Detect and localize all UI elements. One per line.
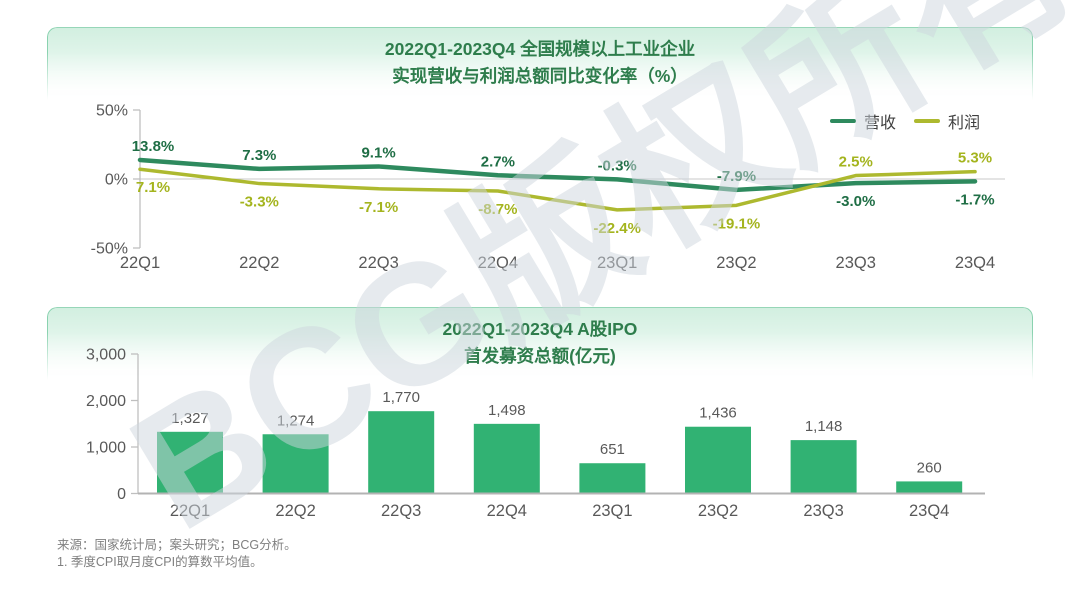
revenue-line bbox=[137, 157, 978, 193]
revenue-value-label: 7.3% bbox=[242, 147, 276, 164]
profit-value-label: -3.3% bbox=[240, 194, 279, 211]
bar-value-label: 1,274 bbox=[277, 412, 315, 429]
profit-legend-label: 利润 bbox=[948, 115, 981, 132]
ipo-bar bbox=[368, 411, 435, 494]
x-axis-label: 22Q1 bbox=[170, 502, 210, 520]
x-axis-label: 23Q1 bbox=[592, 502, 632, 520]
bar-value-label: 1,148 bbox=[805, 418, 843, 435]
x-axis-label: 23Q4 bbox=[955, 254, 995, 272]
ipo-bar bbox=[157, 431, 223, 494]
line-chart-title-line1: 2022Q1-2023Q4 全国规模以上工业企业 bbox=[384, 39, 696, 59]
y-axis-label: -50% bbox=[91, 241, 128, 258]
bar-value-label: 651 bbox=[600, 441, 625, 458]
revenue-value-label: -7.9% bbox=[717, 168, 756, 185]
line-panel-header-gradient bbox=[47, 27, 1033, 100]
revenue-legend-label: 营收 bbox=[864, 115, 897, 132]
bar-chart-title-line1: 2022Q1-2023Q4 A股IPO bbox=[442, 319, 638, 339]
bar-value-label: 1,436 bbox=[699, 405, 737, 422]
bar-chart: 3,000 2,000 1,000 0 1,327 22Q1 1,274 22Q2 1,770 2… bbox=[86, 347, 985, 520]
line-chart-title-line2: 实现营收与利润总额同比变化率（%） bbox=[392, 66, 688, 86]
line-chart-legend: 营收 利润 bbox=[830, 109, 980, 133]
revenue-value-label: -0.3% bbox=[598, 157, 637, 174]
revenue-value-label: 2.7% bbox=[481, 153, 515, 170]
y-axis-label: 3,000 bbox=[86, 347, 126, 364]
profit-value-label: 7.1% bbox=[136, 179, 170, 196]
ipo-bar bbox=[579, 463, 646, 494]
bar-value-label: 1,770 bbox=[382, 389, 420, 406]
x-axis-label: 22Q4 bbox=[478, 254, 518, 272]
ipo-bar bbox=[262, 434, 329, 494]
x-axis-label: 23Q2 bbox=[698, 502, 738, 520]
x-axis-label: 22Q2 bbox=[275, 502, 315, 520]
x-axis-label: 23Q4 bbox=[909, 502, 949, 520]
profit-value-label: -22.4% bbox=[593, 220, 641, 237]
y-axis-label: 0 bbox=[117, 486, 126, 503]
line-chart-panel: 2022Q1-2023Q4 全国规模以上工业企业 实现营收与利润总额同比变化率（… bbox=[47, 27, 1033, 297]
bar-value-label: 1,498 bbox=[488, 402, 526, 419]
x-axis-label: 22Q3 bbox=[358, 254, 398, 272]
x-axis-label: 22Q4 bbox=[487, 502, 527, 520]
x-axis-label: 23Q3 bbox=[803, 502, 843, 520]
profit-value-label: -7.1% bbox=[359, 199, 398, 216]
x-axis-label: 23Q1 bbox=[597, 254, 637, 272]
y-axis-label: 1,000 bbox=[86, 440, 126, 457]
bar-value-label: 1,327 bbox=[171, 410, 209, 427]
ipo-bar bbox=[896, 481, 963, 494]
profit-value-label: 2.5% bbox=[839, 154, 873, 171]
bar-chart-panel: 2022Q1-2023Q4 A股IPO 首发募资总额(亿元) bbox=[47, 307, 1033, 537]
line-chart: 50% 0% -50%22Q1 22Q2 22Q3 22Q4 23Q1 23Q2 23Q3 23Q… bbox=[91, 103, 1005, 272]
ipo-bar bbox=[790, 440, 857, 494]
line-chart-title: 2022Q1-2023Q4 全国规模以上工业企业 实现营收与利润总额同比变化率（… bbox=[47, 36, 1033, 90]
y-axis-label: 0% bbox=[105, 172, 128, 189]
ipo-bar bbox=[473, 423, 540, 494]
revenue-value-label: -3.0% bbox=[836, 193, 875, 210]
legend-item-profit: 利润 bbox=[914, 109, 980, 133]
x-axis-label: 22Q3 bbox=[381, 502, 421, 520]
profit-value-label: -19.1% bbox=[713, 215, 761, 232]
ipo-bar bbox=[685, 426, 751, 494]
y-axis-label: 2,000 bbox=[86, 393, 126, 410]
source-note: 来源：国家统计局；案头研究；BCG分析。 bbox=[57, 538, 297, 552]
x-axis-label: 22Q1 bbox=[120, 254, 160, 272]
revenue-value-label: 13.8% bbox=[132, 138, 175, 155]
profit-value-label: -8.7% bbox=[478, 201, 517, 218]
x-axis-label: 23Q2 bbox=[716, 254, 756, 272]
y-axis-label: 50% bbox=[96, 103, 128, 120]
profit-line-swatch bbox=[914, 119, 941, 123]
bar-panel-header-gradient bbox=[47, 307, 1033, 380]
profit-value-label: 5.3% bbox=[958, 150, 992, 167]
bar-value-label: 260 bbox=[917, 459, 942, 476]
x-axis-label: 23Q3 bbox=[836, 254, 876, 272]
cpi-note: 1. 季度CPI取月度CPI的算数平均值。 bbox=[57, 555, 263, 569]
legend-item-revenue: 营收 bbox=[830, 109, 896, 133]
bar-chart-title-line2: 首发募资总额(亿元) bbox=[464, 346, 616, 366]
footnote: 来源：国家统计局；案头研究；BCG分析。 1. 季度CPI取月度CPI的算数平均… bbox=[57, 537, 297, 571]
bar-chart-title: 2022Q1-2023Q4 A股IPO 首发募资总额(亿元) bbox=[47, 316, 1033, 370]
revenue-value-label: 9.1% bbox=[361, 144, 395, 161]
x-axis-label: 22Q2 bbox=[239, 254, 279, 272]
revenue-line-swatch bbox=[830, 119, 856, 123]
revenue-value-label: -1.7% bbox=[955, 191, 994, 208]
profit-line bbox=[138, 167, 977, 212]
